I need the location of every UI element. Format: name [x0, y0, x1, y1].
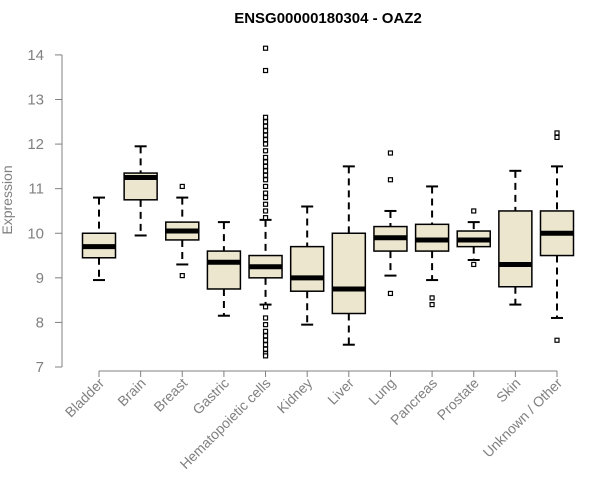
outlier-point	[262, 194, 269, 201]
outlier-point	[429, 295, 435, 301]
outlier-point	[262, 337, 269, 343]
box-prostate	[456, 208, 491, 268]
x-tick-label: Liver	[324, 375, 357, 408]
outlier-point	[262, 45, 269, 51]
outlier-point	[262, 137, 269, 143]
x-tick-label: Lung	[365, 375, 398, 408]
outlier-point	[554, 337, 560, 343]
outlier-point	[262, 114, 269, 120]
box-breast	[165, 183, 200, 279]
outlier-point	[387, 290, 394, 297]
plot-area	[81, 45, 575, 359]
y-tick-label: 14	[27, 47, 44, 64]
box-kidney	[289, 205, 325, 326]
y-tick-label: 10	[27, 225, 44, 242]
outlier-point	[262, 183, 269, 190]
y-tick-label: 7	[36, 359, 44, 376]
iqr-box	[331, 232, 367, 315]
box-skin	[498, 169, 533, 306]
box-unknown-other	[539, 130, 575, 343]
box-pancreas	[414, 185, 450, 308]
box-lung	[373, 150, 408, 297]
iqr-box	[289, 245, 325, 292]
outlier-point	[179, 273, 185, 279]
outlier-point	[179, 183, 185, 190]
outlier-point	[262, 322, 269, 328]
chart-title: ENSG00000180304 - OAZ2	[234, 10, 422, 27]
outlier-point	[262, 67, 269, 74]
y-tick-label: 12	[27, 136, 44, 153]
outlier-point	[262, 119, 269, 125]
outlier-point	[262, 132, 269, 138]
outlier-point	[262, 215, 269, 221]
outlier-point	[554, 134, 560, 140]
outlier-point	[262, 328, 269, 334]
x-tick-label: Bladder	[62, 375, 108, 421]
outlier-point	[262, 190, 269, 196]
outlier-point	[262, 172, 269, 178]
x-tick-label: Kidney	[274, 375, 316, 417]
outlier-point	[262, 208, 269, 214]
outlier-point	[554, 130, 560, 136]
iqr-box	[498, 210, 533, 288]
outlier-point	[262, 353, 269, 359]
outlier-point	[471, 208, 477, 214]
outlier-point	[262, 315, 269, 321]
outlier-point	[262, 168, 269, 174]
outlier-point	[262, 128, 269, 134]
outlier-point	[429, 301, 435, 308]
x-tick-label: Brain	[114, 375, 148, 409]
outlier-point	[471, 261, 477, 268]
box-brain	[123, 145, 158, 237]
x-tick-label: Skin	[493, 375, 524, 406]
outlier-point	[262, 148, 269, 154]
y-tick-label: 13	[27, 92, 44, 109]
y-tick-label: 11	[28, 181, 44, 198]
y-axis: 7 8 9 10 11 12 13 14	[27, 47, 63, 376]
outlier-point	[262, 159, 269, 165]
outlier-point	[387, 150, 394, 156]
outlier-point	[262, 123, 269, 129]
outlier-point	[262, 342, 269, 348]
box-hematopoietic-cells	[248, 45, 283, 359]
y-tick-label: 8	[36, 314, 44, 331]
outlier-point	[262, 141, 269, 147]
outlier-point	[262, 154, 269, 161]
box-bladder	[81, 196, 117, 282]
x-tick-label: Prostate	[434, 375, 482, 423]
y-tick-label: 9	[36, 270, 44, 287]
outlier-point	[262, 333, 269, 339]
box-gastric	[206, 221, 242, 317]
outlier-point	[387, 177, 394, 183]
outlier-point	[262, 304, 269, 310]
x-tick-label: Breast	[150, 375, 190, 415]
x-tick-label: Unknown / Other	[480, 375, 566, 461]
y-axis-label: Expression	[0, 165, 15, 234]
box-liver	[331, 165, 367, 346]
outlier-point	[262, 201, 269, 207]
iqr-box	[206, 250, 242, 290]
outlier-point	[262, 346, 269, 352]
outlier-point	[262, 163, 269, 169]
outlier-point	[262, 177, 269, 183]
